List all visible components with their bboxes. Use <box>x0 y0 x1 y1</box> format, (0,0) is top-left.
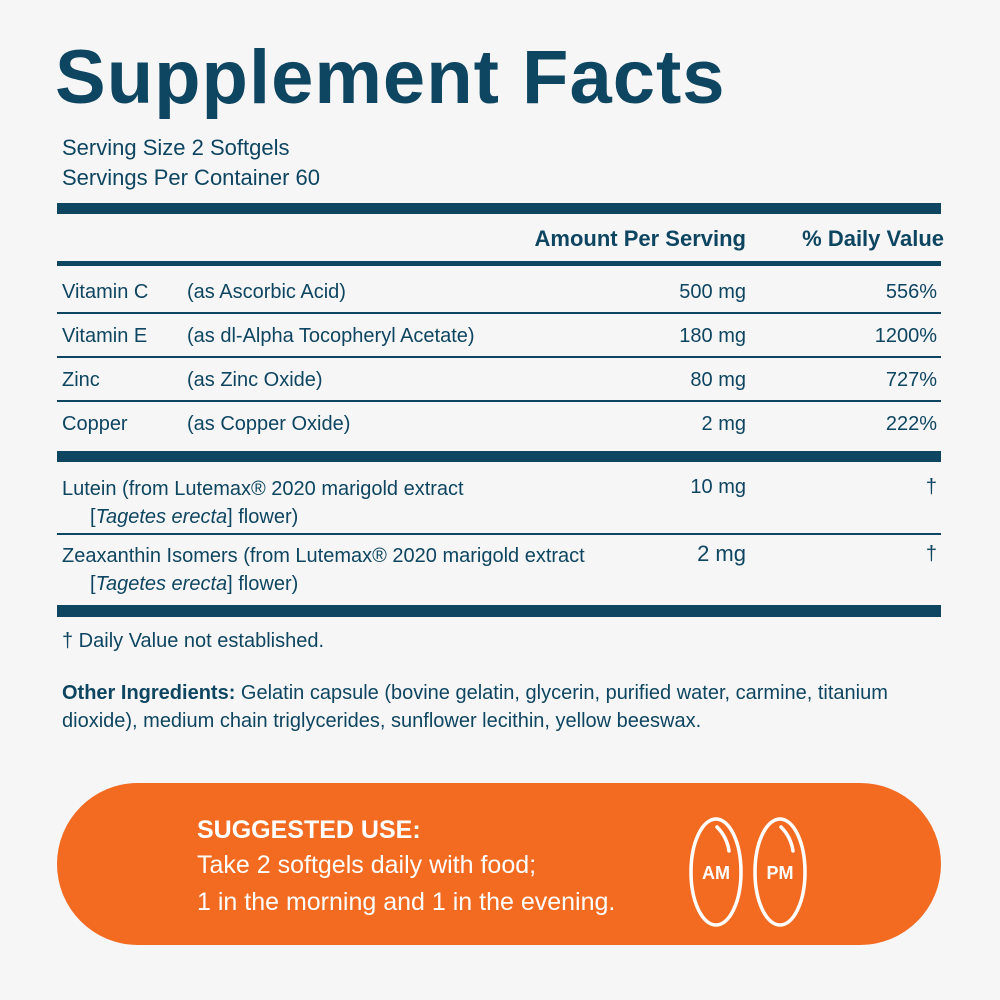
species: Tagetes erecta <box>95 506 228 528</box>
other-ingredients: Other Ingredients: Gelatin capsule (bovi… <box>62 679 942 735</box>
nutrient-source: (as Copper Oxide) <box>187 413 351 435</box>
divider-thick <box>57 451 941 462</box>
other-nutrient-amount: 2 mg <box>697 541 746 566</box>
divider-thick <box>57 203 941 214</box>
row-divider <box>57 312 941 314</box>
other-ingredients-label: Other Ingredients: <box>62 682 236 704</box>
nutrient-name: Copper <box>62 413 128 435</box>
other-nutrient-name: Lutein (from Lutemax® 2020 marigold extr… <box>62 475 464 531</box>
nutrient-daily-value: 727% <box>885 369 937 391</box>
nutrient-amount: 80 mg <box>690 369 746 391</box>
nutrient-name: Vitamin C <box>62 281 149 303</box>
nutrient-name: Vitamin E <box>62 325 148 347</box>
row-divider <box>57 400 941 402</box>
name-line1: Lutein (from Lutemax® 2020 marigold extr… <box>62 478 464 500</box>
name-suffix: ] flower) <box>227 573 299 595</box>
pm-softgel-icon: PM <box>753 817 807 927</box>
nutrient-source: (as Ascorbic Acid) <box>187 281 346 303</box>
footnote: † Daily Value not established. <box>62 630 325 652</box>
row-divider <box>57 356 941 358</box>
divider-medium <box>57 261 941 266</box>
am-label: AM <box>702 863 730 883</box>
nutrient-daily-value: 1200% <box>874 325 937 347</box>
nutrient-amount: 2 mg <box>701 413 746 435</box>
name-line1: Zeaxanthin Isomers (from Lutemax® 2020 m… <box>62 545 585 567</box>
amount-header: Amount Per Serving <box>534 226 746 251</box>
nutrient-amount: 180 mg <box>679 325 746 347</box>
species: Tagetes erecta <box>95 573 228 595</box>
serving-size: Serving Size 2 Softgels <box>62 135 290 160</box>
pm-label: PM <box>767 863 794 883</box>
suggested-use-line1: Take 2 softgels daily with food; <box>197 851 537 879</box>
am-softgel-icon: AM <box>689 817 743 927</box>
nutrient-daily-value: 556% <box>885 281 937 303</box>
nutrient-source: (as dl-Alpha Tocopheryl Acetate) <box>187 325 475 347</box>
other-nutrient-daily-value: † <box>925 543 937 565</box>
suggested-use-banner: SUGGESTED USE: Take 2 softgels daily wit… <box>57 783 941 945</box>
other-nutrient-amount: 10 mg <box>690 476 746 498</box>
name-line2: [Tagetes erecta] flower) <box>90 506 299 528</box>
other-ingredients-text: Gelatin capsule (bovine gelatin, glyceri… <box>62 682 888 732</box>
softgel-icons: AM PM <box>689 817 807 927</box>
divider-thick <box>57 605 941 617</box>
page-title: Supplement Facts <box>55 35 726 120</box>
daily-value-header: % Daily Value <box>802 226 944 251</box>
other-nutrient-name: Zeaxanthin Isomers (from Lutemax® 2020 m… <box>62 542 585 598</box>
nutrient-name: Zinc <box>62 369 100 391</box>
name-suffix: ] flower) <box>227 506 299 528</box>
other-nutrient-daily-value: † <box>925 476 937 498</box>
nutrient-source: (as Zinc Oxide) <box>187 369 323 391</box>
suggested-use-line2: 1 in the morning and 1 in the evening. <box>197 888 616 916</box>
servings-per-container: Servings Per Container 60 <box>62 165 321 190</box>
nutrient-daily-value: 222% <box>885 413 937 435</box>
row-divider <box>57 533 941 535</box>
name-line2: [Tagetes erecta] flower) <box>90 573 299 595</box>
nutrient-amount: 500 mg <box>679 281 746 303</box>
suggested-use-heading: SUGGESTED USE: <box>197 816 421 844</box>
